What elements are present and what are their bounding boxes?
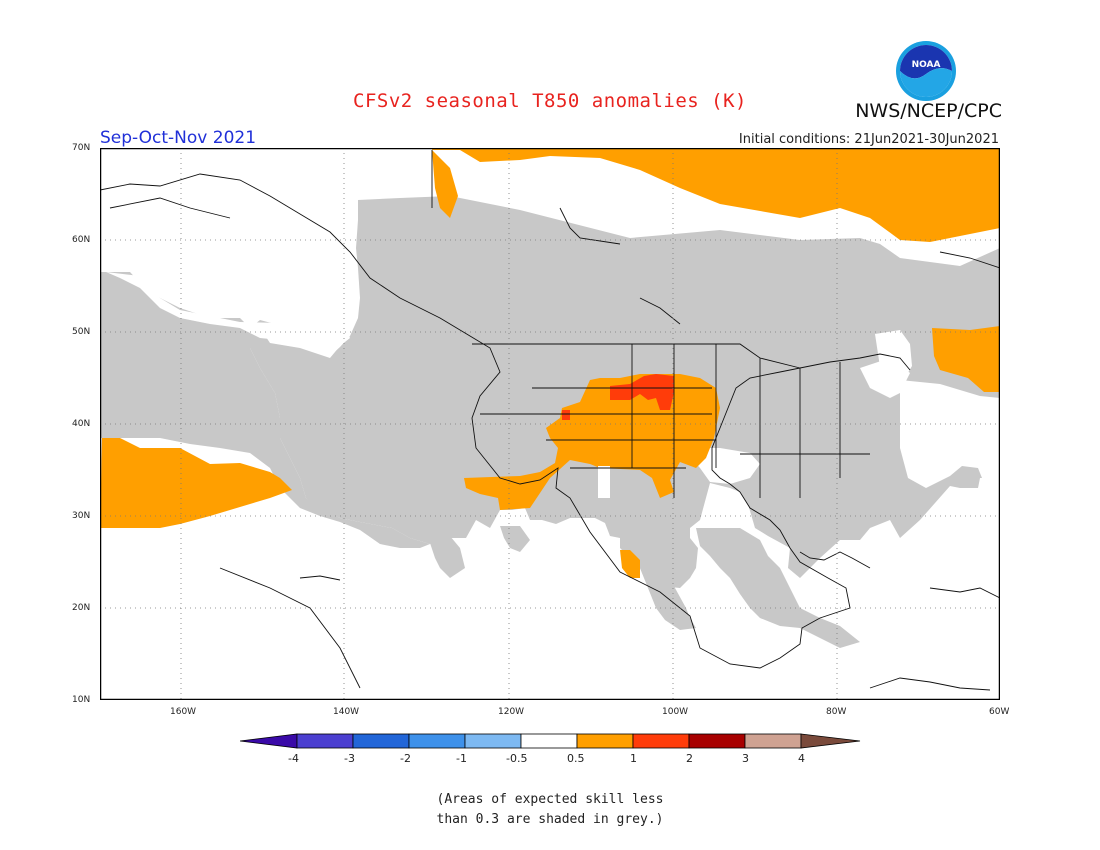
- lat-label: 30N: [72, 511, 91, 521]
- lon-label: 140W: [333, 707, 360, 717]
- coastlines: [100, 150, 1000, 691]
- grid: [100, 148, 1000, 700]
- colorbar-tick: -3: [344, 752, 355, 765]
- lat-label: 70N: [72, 143, 91, 153]
- map-title: CFSv2 seasonal T850 anomalies (K): [353, 90, 747, 112]
- lon-label: 160W: [170, 707, 197, 717]
- skill-note: (Areas of expected skill less than 0.3 a…: [0, 790, 1100, 830]
- agency-label: NWS/NCEP/CPC: [855, 100, 1002, 122]
- colorbar-tick: -2: [400, 752, 411, 765]
- lon-label: 120W: [498, 707, 525, 717]
- colorbar-tick: 1: [630, 752, 637, 765]
- colorbar-tick: 4: [798, 752, 805, 765]
- logo-text: NOAA: [912, 60, 941, 70]
- white-spot: [598, 466, 610, 498]
- colorbar-tick: 2: [686, 752, 693, 765]
- colorbar-tick: -4: [288, 752, 299, 765]
- lon-label: 80W: [826, 707, 847, 717]
- anomaly-map: [100, 148, 1000, 700]
- white-gaps: [106, 272, 1000, 488]
- warm-anomaly-1-2: [562, 374, 674, 420]
- initial-conditions-label: Initial conditions: 21Jun2021-30Jun2021: [738, 132, 999, 147]
- lat-label: 20N: [72, 603, 91, 613]
- lat-label: 10N: [72, 695, 91, 705]
- colorbar: [240, 733, 861, 749]
- lon-label: 60W: [989, 707, 1010, 717]
- colorbar-tick: -1: [456, 752, 467, 765]
- colorbar-tick: 0.5: [567, 752, 585, 765]
- warm-anomaly-0.5-1: [100, 148, 1000, 578]
- colorbar-tick: -0.5: [506, 752, 528, 765]
- skill-note-line: (Areas of expected skill less: [436, 792, 664, 807]
- colorbar-tick: 3: [742, 752, 749, 765]
- lat-label: 40N: [72, 419, 91, 429]
- lon-label: 100W: [662, 707, 689, 717]
- season-label: Sep-Oct-Nov 2021: [100, 128, 257, 148]
- lat-label: 60N: [72, 235, 91, 245]
- lat-label: 50N: [72, 327, 91, 337]
- skill-note-line: than 0.3 are shaded in grey.): [436, 812, 664, 827]
- noaa-logo: NOAA: [896, 41, 956, 101]
